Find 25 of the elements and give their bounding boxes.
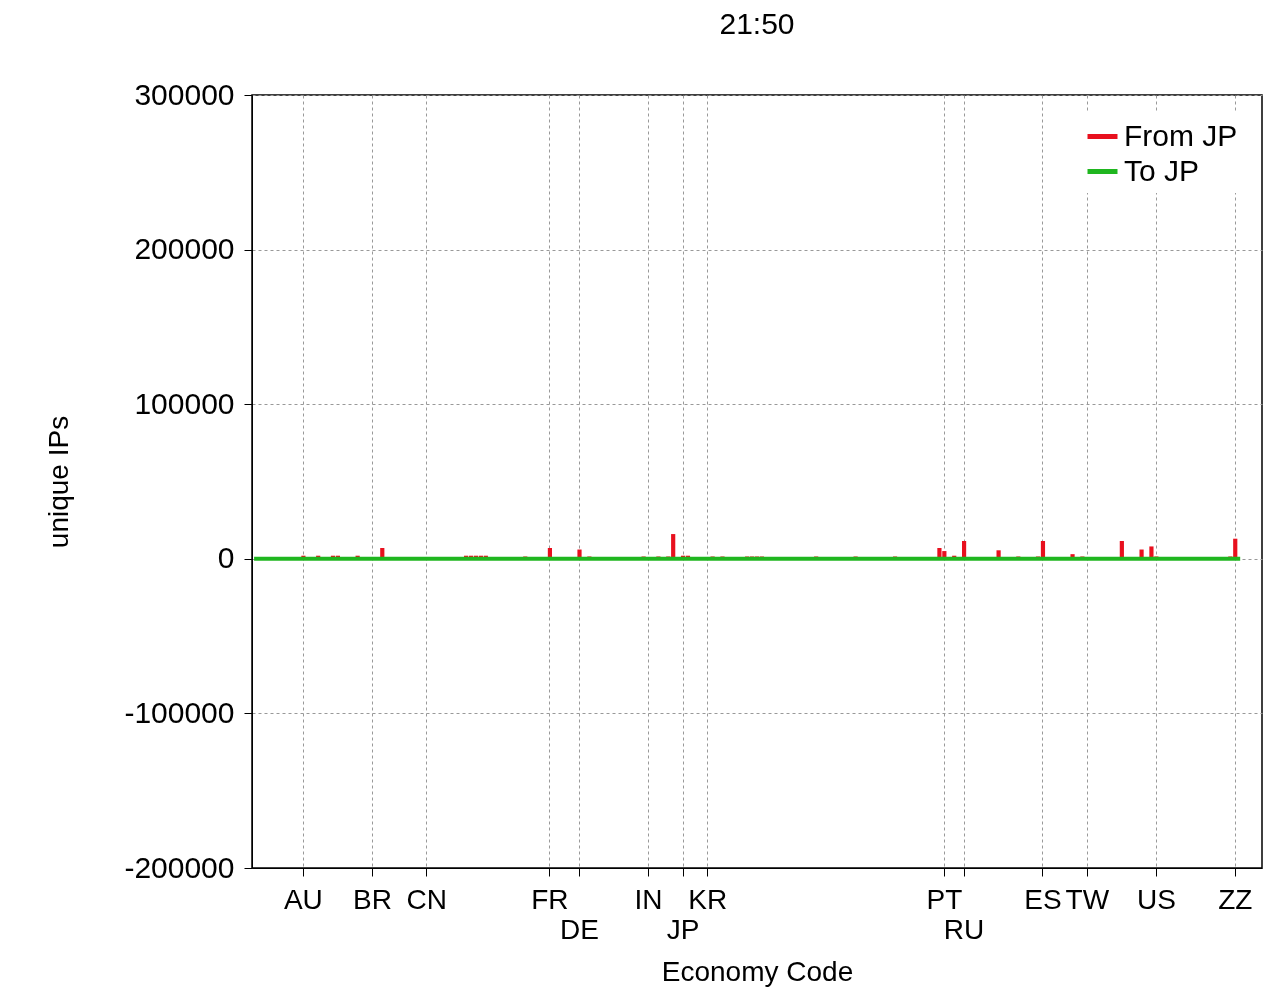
y-axis-title: unique IPs — [43, 415, 75, 549]
y-tick-label: 200000 — [134, 232, 235, 266]
x-tick-label: US — [1136, 883, 1176, 915]
x-tick-label: TW — [1065, 883, 1110, 915]
legend-label: To JP — [1124, 153, 1200, 187]
x-tick-label: IN — [634, 883, 663, 915]
chart-title: 21:50 — [719, 7, 795, 40]
y-tick-label: 0 — [217, 541, 235, 575]
x-axis-title: Economy Code — [661, 955, 854, 987]
x-tick-label: KR — [688, 883, 728, 915]
x-tick-label: FR — [531, 883, 569, 915]
x-tick-label: PT — [926, 883, 963, 915]
x-tick-label: AU — [283, 883, 323, 915]
x-tick-label: BR — [352, 883, 392, 915]
x-tick-label: JP — [666, 913, 700, 945]
y-tick-label: 300000 — [134, 77, 235, 111]
x-tick-label: DE — [560, 913, 599, 945]
x-tick-label: RU — [943, 913, 985, 945]
y-tick-label: 100000 — [134, 386, 235, 420]
x-tick-label: ES — [1024, 883, 1062, 915]
x-tick-label: CN — [406, 883, 447, 915]
legend-label: From JP — [1124, 118, 1238, 152]
y-tick-label: -100000 — [124, 695, 235, 729]
x-tick-label: ZZ — [1218, 883, 1253, 915]
y-tick-label: -200000 — [124, 850, 235, 884]
